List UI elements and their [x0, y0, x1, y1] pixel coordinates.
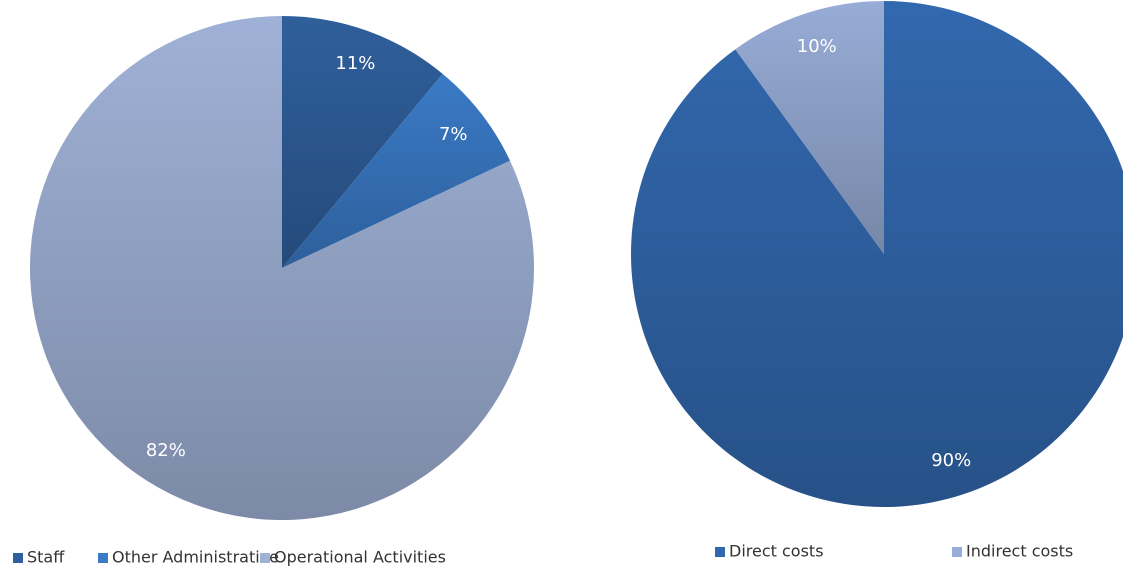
- slice-label: 10%: [797, 36, 837, 57]
- slice-label: 11%: [335, 53, 375, 74]
- legend-label: Staff: [27, 548, 65, 567]
- slice-label: 90%: [931, 450, 971, 471]
- legend-swatch: [13, 553, 23, 563]
- legend-swatch: [260, 553, 270, 563]
- legend-label: Direct costs: [729, 542, 824, 561]
- legend-label: Indirect costs: [966, 542, 1073, 561]
- slice-label: 82%: [146, 440, 186, 461]
- slice-shade: [282, 16, 443, 268]
- legend-swatch: [98, 553, 108, 563]
- slice-label: 7%: [439, 124, 468, 145]
- legend-label: Other Administrative: [112, 548, 279, 567]
- slice-shade: [630, 1, 1123, 507]
- legend-label: Operational Activities: [274, 548, 446, 567]
- legend-swatch: [715, 547, 725, 557]
- legend-swatch: [952, 547, 962, 557]
- slice-shade: [282, 73, 511, 269]
- slice-shade: [30, 16, 535, 520]
- slice-shade: [735, 1, 884, 254]
